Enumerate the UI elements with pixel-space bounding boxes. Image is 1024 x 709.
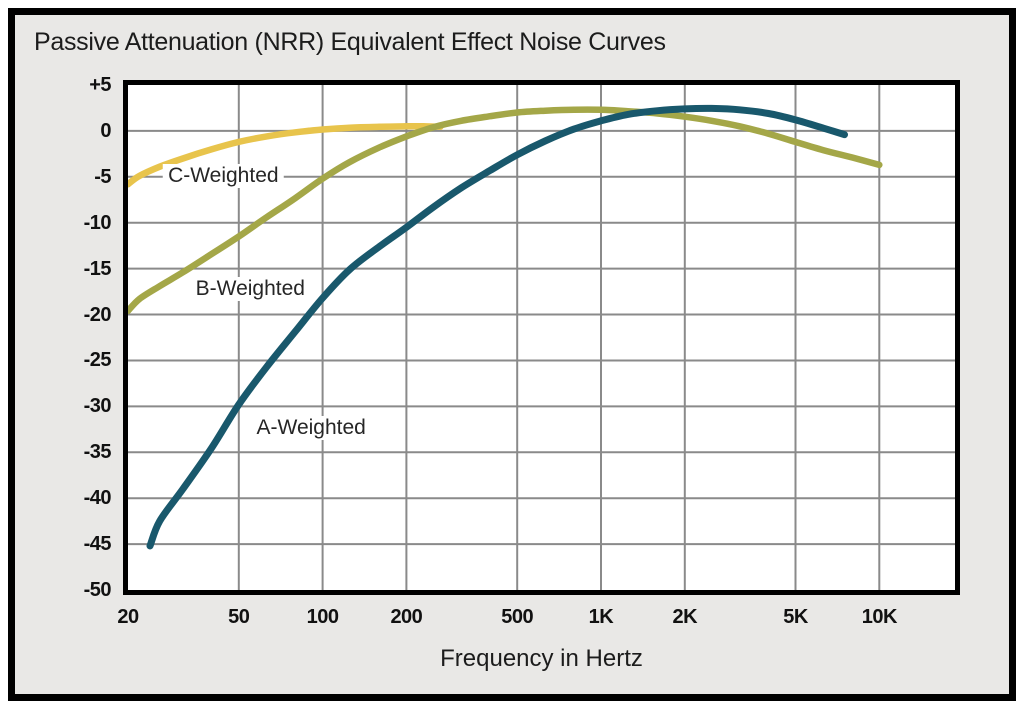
x-tick-label: 100 xyxy=(306,606,339,628)
y-tick-label: -20 xyxy=(83,303,112,326)
curve-c-weighted xyxy=(128,122,444,188)
curve-a-weighted xyxy=(146,104,848,550)
y-tick-label: -35 xyxy=(83,441,112,464)
plot-area xyxy=(123,80,960,595)
y-tick-label: -30 xyxy=(83,395,112,418)
chart-frame: Passive Attenuation (NRR) Equivalent Eff… xyxy=(8,8,1016,701)
y-tick-label: -10 xyxy=(83,211,112,234)
x-tick-label: 5K xyxy=(783,606,808,628)
y-tick-label: +5 xyxy=(89,74,111,96)
chart-title: Passive Attenuation (NRR) Equivalent Eff… xyxy=(34,28,666,56)
x-tick-label: 2K xyxy=(672,606,698,628)
y-tick-label: -45 xyxy=(83,533,112,556)
curve-label-a-weighted: A-Weighted xyxy=(251,416,371,441)
y-tick-label: -50 xyxy=(83,579,112,601)
plot-canvas xyxy=(128,85,955,590)
x-tick-label: 200 xyxy=(390,606,423,628)
x-tick-label: 500 xyxy=(501,606,534,628)
y-tick-label: -40 xyxy=(83,487,112,510)
x-axis-title: Frequency in Hertz xyxy=(440,645,643,672)
curve-b-weighted xyxy=(128,106,883,315)
curve-label-c-weighted: C-Weighted xyxy=(163,163,284,188)
y-tick-label: -25 xyxy=(83,349,112,372)
y-tick-label: 0 xyxy=(100,119,111,142)
curve-label-b-weighted: B-Weighted xyxy=(190,276,310,301)
y-tick-label: -15 xyxy=(83,257,112,280)
y-tick-label: -5 xyxy=(94,165,111,188)
x-tick-label: 10K xyxy=(861,606,898,628)
x-tick-label: 50 xyxy=(228,606,250,628)
x-tick-label: 20 xyxy=(117,606,139,628)
x-tick-label: 1K xyxy=(588,606,614,628)
